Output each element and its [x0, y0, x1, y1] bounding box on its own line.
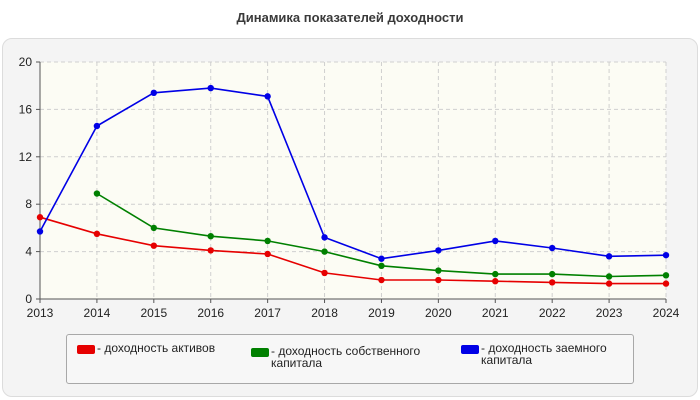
series-assets-line — [39, 216, 666, 285]
series-debt-point — [207, 84, 214, 92]
series-equity-point — [378, 262, 385, 270]
series-equity-point — [150, 224, 158, 232]
x-tick-label: 2024 — [653, 306, 680, 320]
y-tick-label: 8 — [25, 197, 32, 211]
series-debt-point — [662, 251, 670, 259]
series-debt-point — [435, 247, 442, 254]
series-debt-point — [150, 89, 158, 97]
y-tick-label: 16 — [19, 102, 33, 116]
series-equity-point — [492, 270, 499, 278]
series-debt-point — [378, 255, 385, 262]
series-equity-point — [605, 273, 613, 280]
series-assets-point — [36, 214, 44, 221]
series-equity-point — [264, 237, 271, 245]
series-assets-point — [605, 280, 613, 287]
series-assets-point — [321, 269, 328, 277]
series-assets-point — [548, 279, 556, 286]
series-debt-point — [321, 234, 328, 241]
series-equity-point — [548, 270, 556, 278]
series-assets-point — [378, 276, 385, 284]
series-equity-point — [321, 248, 328, 255]
series-debt-point — [492, 237, 499, 245]
x-tick-label: 2021 — [482, 306, 509, 320]
series-equity-point — [207, 232, 214, 240]
x-tick-label: 2019 — [368, 306, 395, 320]
plot-area — [40, 62, 666, 299]
series-debt-point — [36, 228, 44, 235]
x-tick-label: 2022 — [539, 306, 566, 320]
legend-swatch-debt — [461, 345, 479, 354]
series-assets-point — [93, 230, 101, 238]
y-tick-label: 12 — [19, 150, 33, 164]
y-tick-label: 4 — [25, 245, 32, 259]
series-debt-point — [605, 253, 613, 260]
x-tick-label: 2013 — [27, 306, 54, 320]
series-debt-line — [39, 87, 667, 260]
series-debt-point — [93, 122, 101, 130]
x-tick-label: 2014 — [84, 306, 111, 320]
x-tick-label: 2016 — [197, 306, 224, 320]
series-assets-point — [492, 278, 499, 285]
series-assets-point — [207, 247, 214, 254]
legend-label-assets: - доходность активов — [97, 341, 216, 355]
series-equity-point — [662, 272, 670, 279]
series-debt-point — [548, 244, 556, 252]
chart-legend: - доходность активов - доходность собств… — [66, 334, 634, 384]
x-tick-label: 2017 — [254, 306, 281, 320]
series-equity-point — [93, 190, 101, 197]
y-tick-label: 0 — [25, 292, 32, 306]
x-tick-label: 2018 — [311, 306, 338, 320]
series-assets-point — [662, 280, 670, 287]
series-assets-point — [264, 250, 271, 258]
legend-label-debt: - доходность заемного капитала — [481, 341, 607, 367]
y-tick-label: 20 — [19, 55, 33, 69]
series-assets-point — [150, 242, 158, 249]
legend-swatch-assets — [77, 345, 95, 354]
legend-label-equity: - доходность собственного капитала — [271, 344, 421, 370]
chart-title: Динамика показателей доходности — [236, 10, 464, 25]
x-tick-label: 2023 — [596, 306, 623, 320]
series-debt-point — [264, 93, 271, 100]
x-tick-label: 2015 — [140, 306, 167, 320]
series-assets-point — [435, 276, 442, 284]
x-tick-label: 2020 — [425, 306, 452, 320]
legend-swatch-equity — [251, 348, 269, 357]
series-equity-point — [435, 267, 442, 274]
